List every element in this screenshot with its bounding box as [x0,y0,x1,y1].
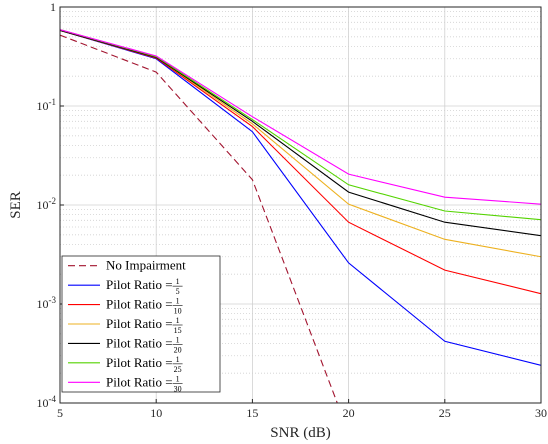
legend-entry-5: Pilot Ratio = [106,355,173,370]
legend-frac-den-6: 30 [174,384,182,393]
y-axis-label: SER [8,191,24,219]
series-line-5 [60,29,541,221]
legend-frac-den-1: 5 [176,287,180,296]
series-line-3 [60,29,541,258]
legend-frac-num-1: 1 [176,277,180,286]
y-tick-label: 10-3 [37,295,57,311]
x-tick-label: 25 [439,406,451,420]
x-axis-label: SNR (dB) [270,425,330,441]
legend-frac-den-5: 25 [174,365,182,374]
y-tick-label: 10-2 [37,196,57,212]
legend-entry-4: Pilot Ratio = [106,335,173,350]
x-tick-label: 20 [343,406,355,420]
x-tick-label: 30 [535,406,547,420]
legend-frac-num-2: 1 [176,297,180,306]
x-tick-label: 10 [150,406,162,420]
legend-entry-0: No Impairment [106,258,186,273]
series-line-4 [60,29,541,237]
legend-frac-num-4: 1 [176,335,180,344]
y-tick-label: 1 [50,0,56,14]
data-series [60,29,541,403]
x-tick-label: 15 [246,406,258,420]
legend-frac-num-3: 1 [176,316,180,325]
legend-frac-den-3: 15 [174,326,182,335]
y-tick-label: 10-1 [37,97,57,113]
y-tick-label: 10-4 [37,394,57,410]
legend-frac-num-5: 1 [176,355,180,364]
grid-lines [59,7,542,404]
x-tick-label: 5 [57,406,63,420]
series-line-6 [60,29,541,205]
legend-frac-den-2: 10 [174,307,182,316]
legend-frac-den-4: 20 [174,345,182,354]
series-line-1 [60,29,541,366]
legend-entry-6: Pilot Ratio = [106,374,173,389]
series-line-2 [60,29,541,295]
legend-entry-1: Pilot Ratio = [106,277,173,292]
legend-entry-2: Pilot Ratio = [106,297,173,312]
legend-frac-num-6: 1 [176,374,180,383]
legend-entry-3: Pilot Ratio = [106,316,173,331]
